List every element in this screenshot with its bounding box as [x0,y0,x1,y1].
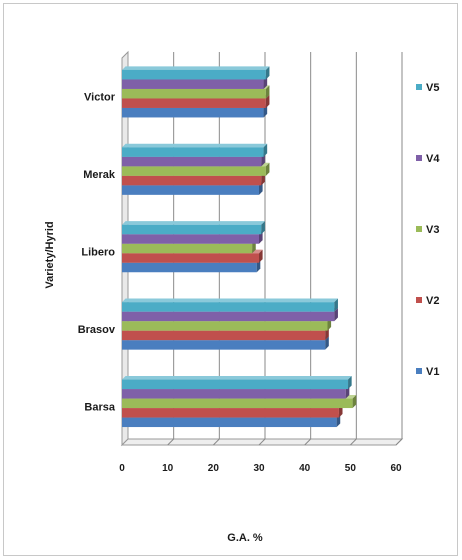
legend-label: V5 [426,82,439,94]
x-tick-label: 0 [119,463,125,474]
category-label: Merak [83,169,116,181]
legend-item-v5: V5 [416,82,439,94]
category-label: Brasov [78,324,116,336]
x-tick-label: 30 [253,463,265,474]
category-label: Libero [81,247,115,259]
legend-swatch [416,297,422,303]
bar-barsa-v5 [122,376,352,389]
legend-label: V3 [426,224,439,236]
x-tick-label: 40 [299,463,311,474]
x-tick-label: 10 [162,463,174,474]
legend-item-v3: V3 [416,224,439,236]
x-tick-label: 50 [345,463,357,474]
legend-label: V2 [426,295,439,307]
legend-item-v2: V2 [416,295,439,307]
bar-brasov-v5 [122,299,338,312]
y-axis-title: Variety/Hyrid [44,221,56,288]
x-tick-label: 20 [208,463,220,474]
legend-item-v4: V4 [416,153,440,165]
bars [122,66,356,427]
category-label: Victor [84,92,116,104]
x-axis-ticks: 0 10 20 30 40 50 60 [119,463,402,474]
legend: V5 V4 V3 V2 V1 [416,82,440,378]
bar-merak-v5 [122,144,267,157]
legend-item-v1: V1 [416,366,439,378]
bar-chart: 0 10 20 30 40 50 60 Barsa Brasov Libero Merak Vict… [4,4,459,557]
category-label: Barsa [84,401,115,413]
legend-swatch [416,226,422,232]
legend-swatch [416,84,422,90]
chart-area: 0 10 20 30 40 50 60 Barsa Brasov Libero Merak Vict… [3,3,458,556]
legend-swatch [416,155,422,161]
legend-label: V1 [426,366,439,378]
legend-label: V4 [426,153,440,165]
bar-libero-v5 [122,221,265,234]
legend-swatch [416,368,422,374]
x-tick-label: 60 [390,463,402,474]
x-axis-title: G.A. % [227,532,263,544]
bar-victor-v5 [122,66,269,79]
y-axis-categories: Barsa Brasov Libero Merak Victor [78,92,116,414]
